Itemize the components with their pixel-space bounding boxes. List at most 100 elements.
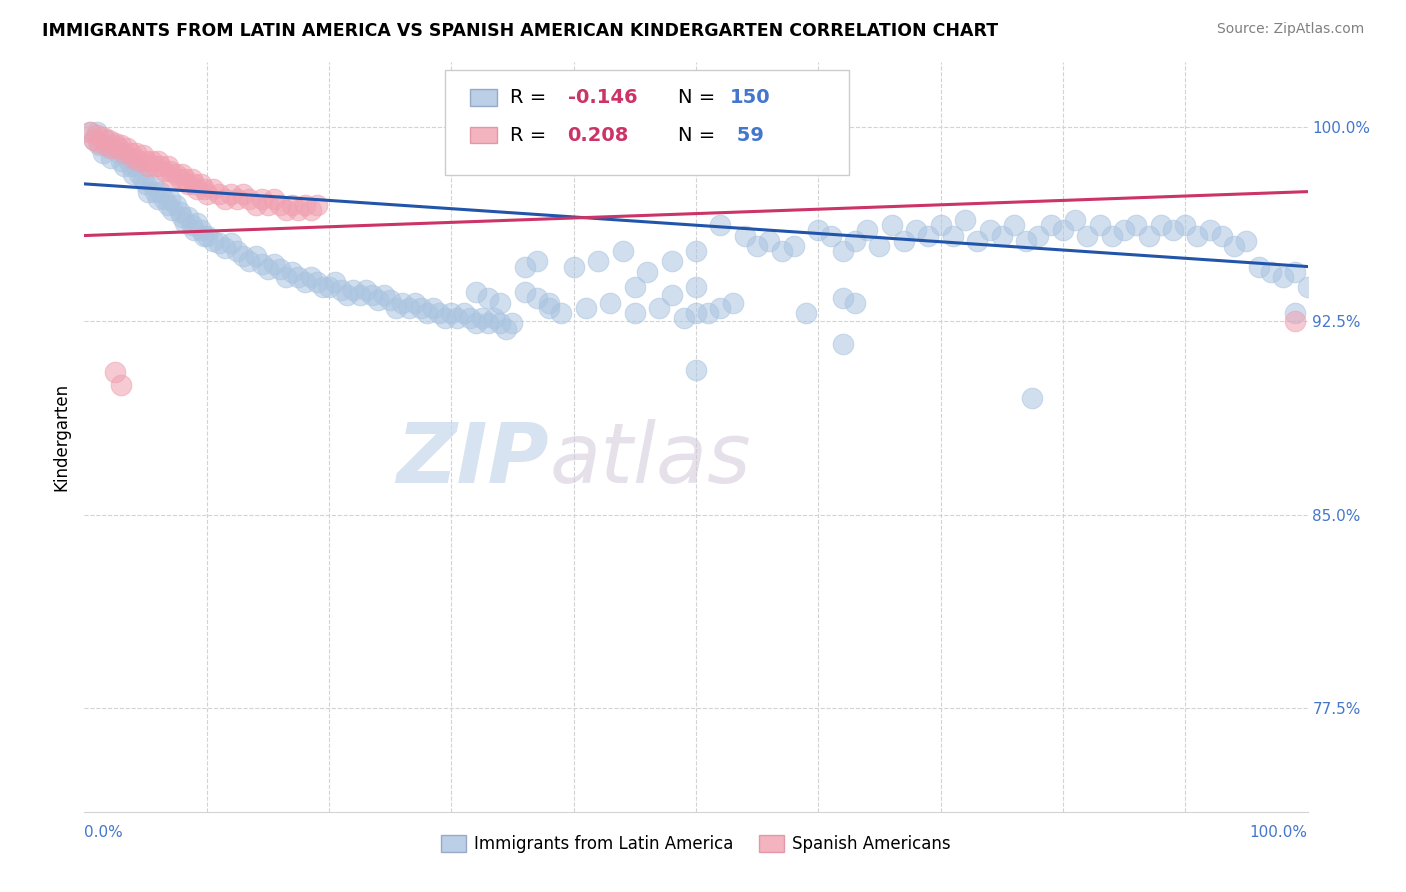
Point (193, 228, 215, 243)
Point (110, 378, 132, 392)
Point (953, 213, 976, 227)
Point (172, 211, 194, 225)
Point (257, 262, 280, 277)
Point (122, 167, 145, 181)
Point (942, 228, 965, 243)
Point (146, 153, 169, 168)
Point (276, 269, 298, 284)
Point (323, 275, 346, 289)
Point (336, 288, 359, 302)
Point (820, 228, 842, 243)
Point (844, 295, 866, 310)
Point (122, 151, 145, 165)
Point (115, 151, 138, 165)
Point (281, 197, 304, 211)
Point (685, 280, 707, 294)
Text: 0.0%: 0.0% (84, 824, 124, 839)
Point (905, 223, 928, 237)
Point (83, 133, 105, 147)
Point (169, 171, 191, 186)
Point (575, 301, 598, 315)
Point (758, 234, 780, 248)
Point (477, 291, 499, 305)
Point (165, 197, 187, 211)
Point (120, 145, 142, 160)
Point (269, 262, 291, 277)
Point (201, 182, 224, 196)
Point (104, 136, 127, 150)
Point (159, 164, 181, 178)
Point (624, 280, 647, 294)
Point (1272, 269, 1295, 284)
Point (1125, 218, 1147, 232)
Point (83, 133, 105, 147)
Point (380, 293, 402, 307)
Point (349, 288, 371, 302)
Point (770, 244, 793, 258)
Point (136, 159, 159, 173)
Point (86, 128, 108, 142)
Point (177, 177, 200, 191)
Point (416, 306, 439, 320)
Point (79, 125, 101, 139)
Point (458, 311, 481, 326)
Point (208, 236, 231, 251)
Point (1161, 223, 1184, 237)
Point (132, 148, 155, 162)
Point (128, 153, 150, 168)
Point (979, 223, 1001, 237)
Text: 0.208: 0.208 (568, 126, 628, 145)
Point (97, 141, 120, 155)
Point (1296, 280, 1319, 294)
Point (112, 159, 135, 173)
Point (1064, 213, 1087, 227)
Point (1101, 228, 1123, 243)
Point (186, 216, 208, 230)
Point (697, 306, 720, 320)
Point (287, 202, 309, 217)
Point (245, 249, 267, 263)
Point (91, 130, 114, 145)
Point (434, 311, 457, 326)
Point (440, 306, 463, 320)
Point (195, 187, 218, 202)
Point (269, 197, 291, 211)
Point (156, 159, 179, 173)
Point (513, 260, 536, 274)
Point (219, 187, 242, 202)
Point (104, 138, 127, 153)
Point (156, 197, 179, 211)
Point (107, 141, 129, 155)
Point (146, 193, 169, 207)
Point (181, 171, 204, 186)
Point (1002, 218, 1025, 232)
Point (1015, 234, 1038, 248)
Point (177, 211, 200, 225)
Point (747, 239, 769, 253)
Point (173, 171, 195, 186)
Point (709, 301, 731, 315)
Point (305, 275, 328, 289)
Point (856, 223, 879, 237)
Point (281, 265, 304, 279)
Point (263, 193, 285, 207)
Point (1021, 392, 1043, 406)
FancyBboxPatch shape (446, 70, 849, 175)
Point (831, 337, 853, 351)
Point (135, 177, 157, 191)
Point (391, 295, 413, 310)
Point (128, 167, 150, 181)
Text: ZIP: ZIP (396, 419, 550, 500)
Point (538, 301, 561, 315)
Point (794, 306, 817, 320)
Point (538, 295, 561, 310)
Point (1260, 265, 1282, 279)
Point (238, 193, 260, 207)
Point (125, 145, 148, 160)
Point (190, 177, 212, 191)
Point (186, 182, 208, 196)
Point (263, 257, 285, 271)
Y-axis label: Kindergarten: Kindergarten (52, 383, 70, 491)
Point (734, 228, 756, 243)
Point (831, 291, 853, 305)
